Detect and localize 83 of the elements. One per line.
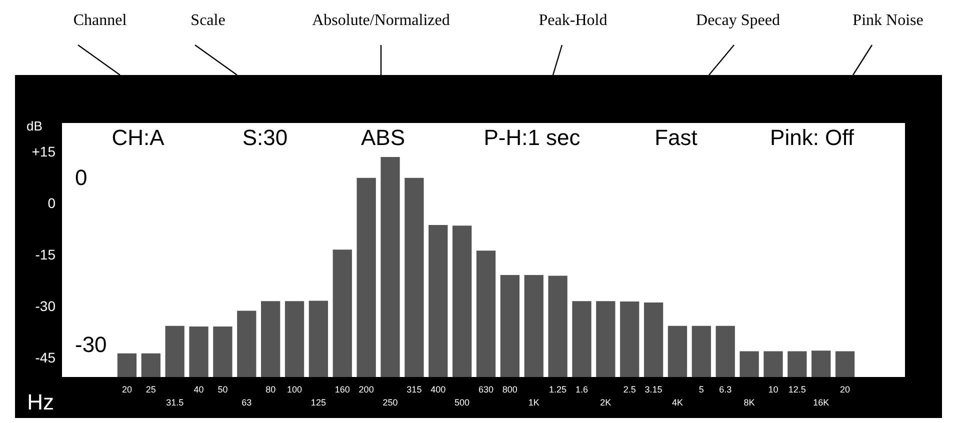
bar [308, 300, 328, 377]
annotation: Fast [654, 125, 698, 150]
bar [356, 178, 376, 377]
x-tick-label: 20 [840, 384, 850, 394]
bar [716, 326, 735, 377]
x-tick-label: 80 [266, 384, 276, 394]
x-tick-label: 250 [382, 398, 398, 408]
x-tick-label: 50 [218, 384, 228, 394]
bar [261, 301, 280, 377]
y-tick-label: 0 [48, 195, 56, 212]
bar [213, 326, 232, 377]
x-tick-label: 630 [478, 384, 494, 394]
x-tick-label: 12.5 [788, 384, 806, 394]
x-tick-label: 1K [528, 398, 540, 408]
bar [524, 275, 544, 377]
annotation: Pink: Off [770, 125, 855, 150]
bar [476, 250, 496, 377]
bar [764, 351, 783, 377]
bar [189, 326, 208, 377]
bar [812, 350, 831, 377]
annotation: CH:A [112, 125, 165, 150]
annotation: S:30 [242, 125, 288, 150]
bar [620, 301, 640, 377]
x-tick-label: 2.5 [623, 384, 636, 394]
text: -30 [75, 332, 107, 357]
bar [692, 326, 711, 377]
bar [452, 226, 472, 377]
bar [835, 351, 855, 377]
x-tick-label: 315 [406, 384, 422, 394]
bar [165, 326, 184, 377]
x-tick-label: 16K [813, 398, 830, 408]
x-tick-label: 200 [358, 384, 374, 394]
bar [596, 301, 616, 377]
x-tick-label: 100 [287, 384, 302, 394]
x-tick-label: 160 [334, 384, 350, 394]
text: Channel [73, 12, 128, 29]
annotation: ABS [360, 125, 406, 150]
annotation: P-H:1 sec [484, 125, 580, 150]
y-tick-label: -15 [35, 246, 56, 263]
bar [500, 275, 520, 377]
x-tick-label: 40 [194, 384, 204, 394]
x-tick-label: 5 [698, 384, 704, 394]
bar [141, 353, 160, 377]
x-tick-label: 20 [122, 384, 132, 394]
bar [740, 351, 759, 377]
bar [428, 224, 448, 377]
bar [404, 178, 424, 377]
x-tick-label: 125 [310, 398, 326, 408]
bar [668, 326, 688, 377]
bar [380, 156, 400, 377]
x-tick-label: 2K [600, 398, 612, 408]
y-tick-label: -45 [35, 350, 56, 366]
bar [332, 250, 352, 377]
y-tick-label: -30 [35, 298, 56, 314]
x-tick-label: 8K [744, 398, 755, 408]
x-tick-label: 25 [146, 384, 156, 394]
x-tick-label: 10 [768, 384, 778, 394]
x-tick-label: 63 [242, 398, 252, 408]
x-tick-label: 500 [454, 398, 470, 408]
x-tick-label: 31.5 [166, 398, 184, 408]
y-axis-title: dB [26, 118, 42, 134]
x-tick-label: 1.6 [575, 384, 588, 394]
text: Peak-Hold [538, 12, 608, 29]
y-tick-label: +15 [32, 144, 56, 160]
bar [117, 353, 137, 377]
text: Scale [190, 12, 226, 29]
text: Absolute/Normalized [312, 12, 450, 29]
bar [788, 351, 807, 377]
text: Pink Noise [852, 12, 924, 29]
text: Decay Speed [696, 12, 780, 29]
x-tick-label: 4K [672, 398, 683, 408]
bar [644, 302, 664, 377]
bar [284, 301, 304, 377]
x-tick-label: 1.25 [549, 384, 567, 394]
x-tick-label: 6.3 [719, 384, 732, 394]
x-axis-title: Hz [27, 390, 54, 414]
text: 0 [75, 165, 88, 190]
x-tick-label: 400 [430, 384, 446, 394]
bar [572, 301, 592, 377]
bar [237, 310, 256, 377]
bar [548, 276, 568, 377]
x-tick-label: 3.15 [644, 384, 662, 394]
x-tick-label: 800 [502, 384, 518, 394]
